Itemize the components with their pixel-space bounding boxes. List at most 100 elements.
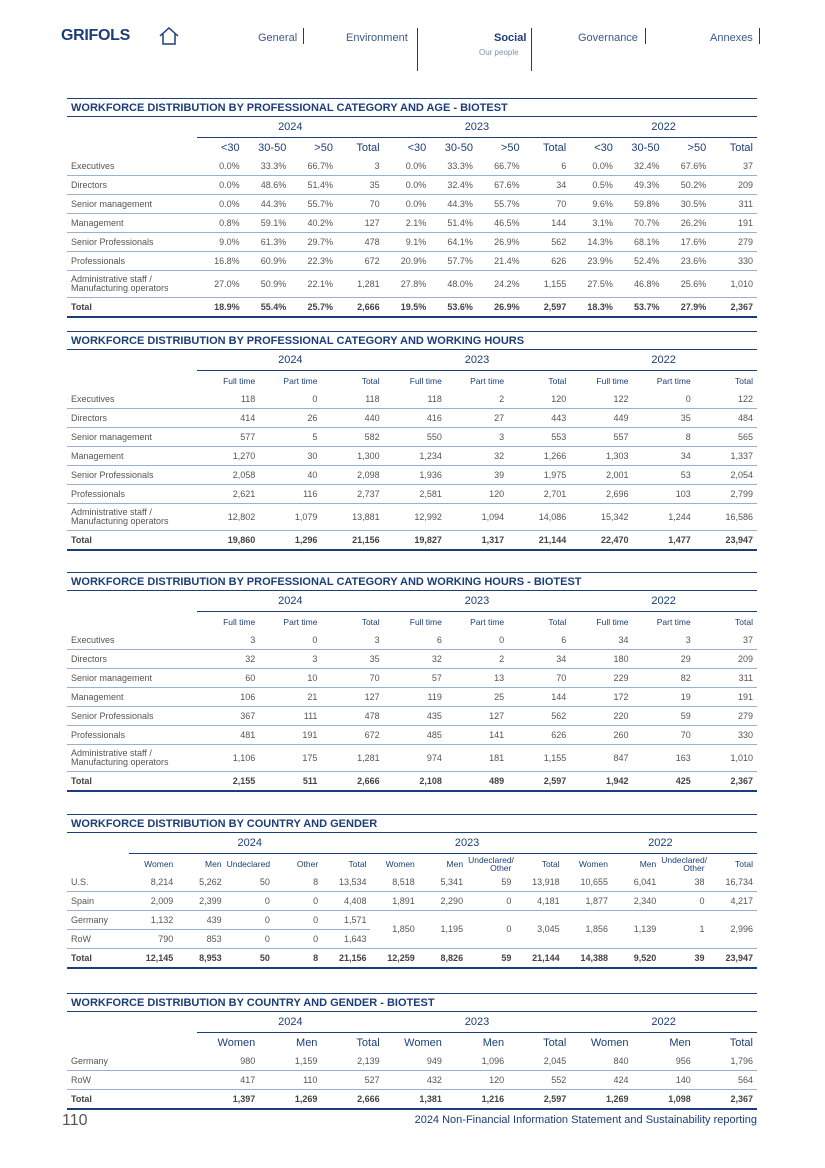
row-label: Professionals (67, 484, 197, 504)
cell: 8 (273, 873, 323, 892)
cell: 29.7% (290, 232, 337, 252)
cell: 51.4% (290, 175, 337, 195)
nav-item[interactable]: General (258, 32, 298, 44)
corner (67, 1012, 197, 1033)
row-label: Total (67, 297, 197, 318)
cell: 2,597 (508, 1089, 571, 1110)
cell: 2.1% (383, 213, 431, 233)
cell: 13,534 (322, 873, 371, 892)
column-header: Women (144, 858, 174, 869)
cell: 1,296 (259, 530, 322, 551)
table-row: Senior management 60 10 70 57 13 70 229 82 311 (67, 668, 757, 688)
nav-item[interactable]: Governance (578, 32, 638, 44)
cell: 8,518 (370, 873, 419, 892)
total-row: Total 1,397 1,269 2,666 1,381 1,216 2,597 1,269… (67, 1089, 757, 1110)
cell: 1,856 (563, 910, 612, 949)
cell: 59 (467, 948, 516, 969)
cell: 424 (570, 1070, 633, 1090)
column-header: >50 (314, 141, 333, 154)
cell: 4,217 (708, 891, 757, 911)
cell: 5 (259, 427, 322, 447)
cell: 1,477 (632, 530, 695, 551)
cell: 2,737 (321, 484, 384, 504)
column-header: Other (296, 858, 319, 869)
column-header: >50 (500, 141, 520, 154)
table-row: U.S. 8,214 5,262 50 8 13,534 8,518 5,341 59 13,91… (67, 873, 757, 892)
cell: 840 (570, 1052, 633, 1071)
cell: 435 (383, 706, 446, 726)
cell: 16,734 (708, 873, 757, 892)
cell: 21.4% (476, 251, 524, 271)
nav-item[interactable]: Environment (346, 32, 408, 44)
table-row: Administrative staff / Manufacturing ope… (67, 503, 757, 531)
cell: 672 (336, 251, 384, 271)
row-label: Spain (67, 891, 129, 911)
table-block: WORKFORCE DISTRIBUTION BY COUNTRY AND GE… (67, 993, 757, 1110)
row-label: Professionals (67, 251, 197, 271)
row-label: Total (67, 771, 197, 792)
cell: 118 (321, 390, 384, 409)
row-label: U.S. (67, 873, 129, 892)
cell: 26 (259, 408, 322, 428)
table-block: WORKFORCE DISTRIBUTION BY PROFESSIONAL C… (67, 572, 757, 792)
cell: 478 (321, 706, 384, 726)
year-header: 2022 (570, 1012, 757, 1033)
cell: 12,259 (370, 948, 419, 969)
divider (645, 28, 646, 44)
cell: 1,079 (259, 503, 322, 531)
cell: 0 (632, 390, 695, 409)
cell: 191 (710, 213, 757, 233)
cell: 562 (523, 232, 571, 252)
column-header: <30 (220, 141, 240, 154)
table: 2024 2023 2022 <30 30-50 >50 Total <30 30-50 >50 T… (67, 117, 757, 318)
cell: 144 (523, 213, 571, 233)
year-row: 2024 2023 2022 (67, 1012, 757, 1033)
home-icon[interactable] (158, 26, 180, 46)
cell: 485 (383, 725, 446, 745)
cell: 489 (445, 771, 509, 792)
cell: 550 (383, 427, 446, 447)
year-row: 2024 2023 2022 (67, 117, 757, 138)
table: 2024 2023 2022 Women Men Undeclared Other Total… (67, 833, 757, 969)
cell: 853 (177, 929, 226, 949)
cell: 21,144 (515, 948, 564, 969)
year-header: 2024 (129, 833, 371, 854)
column-header: Total (735, 375, 753, 386)
table-row: RoW 790 853 0 0 1,643 (67, 929, 757, 949)
table-row: Senior management 0.0% 44.3% 55.7% 70 0.0% 44.… (67, 194, 757, 214)
cell: 1,132 (129, 910, 178, 930)
cell: 1,234 (383, 446, 446, 466)
row-label: Senior Professionals (67, 465, 197, 485)
sub-nav[interactable]: Our people (479, 48, 519, 57)
cell: 1,010 (710, 270, 757, 298)
cell: 55.4% (243, 297, 291, 318)
cell: 25.6% (663, 270, 711, 298)
column-header: Total (348, 858, 367, 869)
column-header: Undeclared/ Other (468, 854, 514, 873)
cell: 9.0% (197, 232, 244, 252)
logo[interactable]: GRIFOLS (61, 27, 131, 44)
nav-item[interactable]: Annexes (710, 32, 753, 44)
cell: 37 (710, 157, 757, 176)
cell: 562 (508, 706, 571, 726)
cell: 49.3% (616, 175, 664, 195)
cell: 1,281 (336, 270, 384, 298)
divider (531, 28, 532, 71)
cell: 29 (632, 649, 695, 669)
cell: 68.1% (616, 232, 664, 252)
table-row: Germany 1,132 439 0 0 1,571 1,850 1,195 0 3,045 1,… (67, 910, 757, 949)
corner (67, 854, 129, 874)
table-row: Germany 980 1,159 2,139 949 1,096 2,045 840 956 1… (67, 1052, 757, 1071)
cell: 481 (197, 725, 260, 745)
table-row: Senior Professionals 2,058 40 2,098 1,936 39 1… (67, 465, 757, 485)
cell: 1,337 (694, 446, 757, 466)
cell: 14,086 (508, 503, 571, 531)
column-header: Men (639, 858, 657, 869)
cell: 27.0% (197, 270, 244, 298)
table-row: Executives 118 0 118 118 2 120 122 0 122 (67, 390, 757, 409)
cell: 1,796 (694, 1052, 757, 1071)
cell: 67.6% (476, 175, 524, 195)
cell: 484 (694, 408, 757, 428)
nav-item[interactable]: Social (494, 32, 527, 44)
cell: 8,826 (418, 948, 468, 969)
